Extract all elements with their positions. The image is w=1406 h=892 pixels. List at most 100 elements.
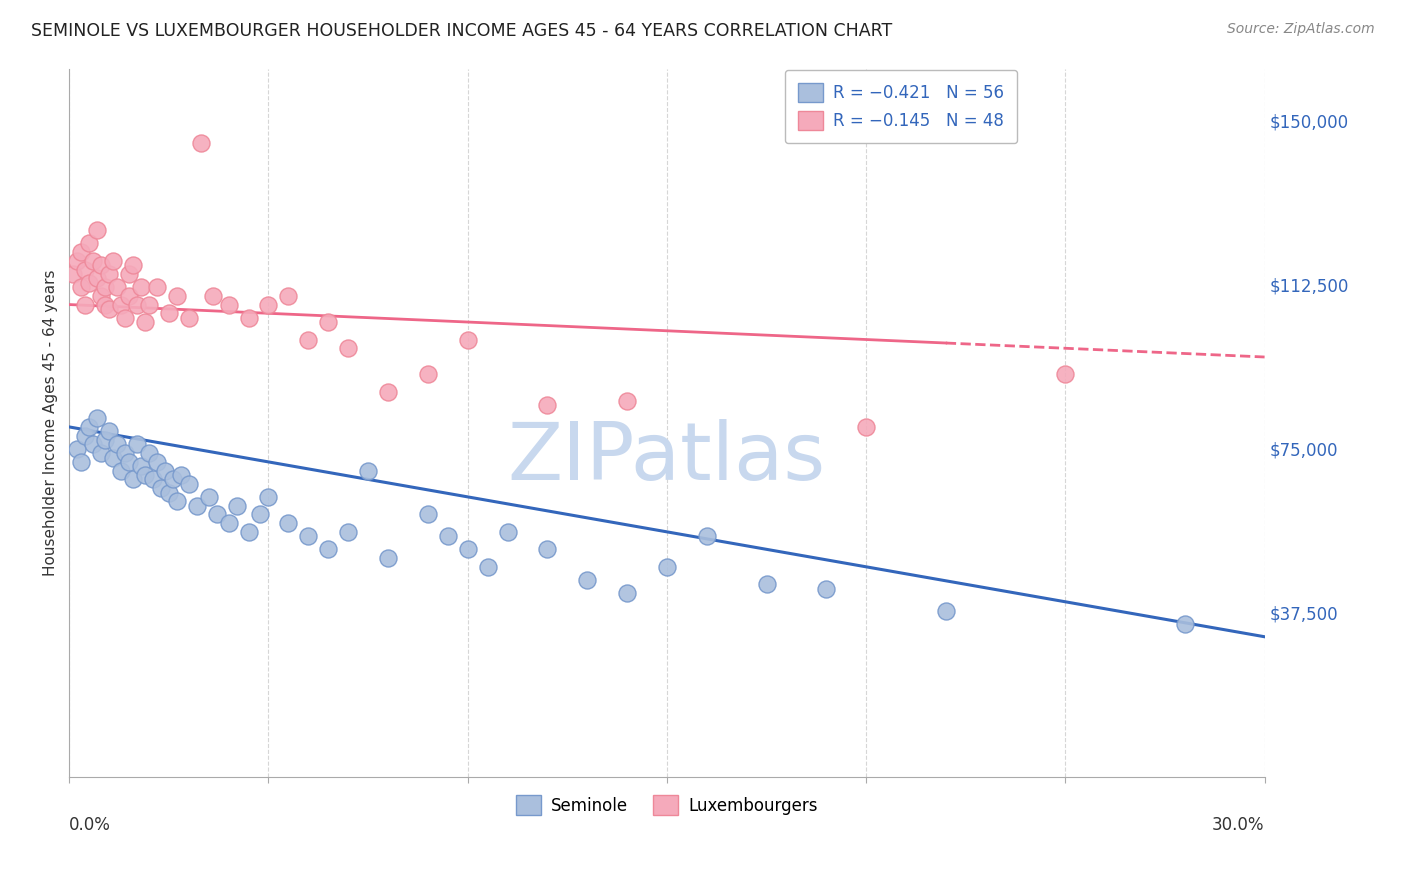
Point xyxy=(98,267,121,281)
Point xyxy=(122,258,145,272)
Point xyxy=(238,524,260,539)
Point xyxy=(86,271,108,285)
Point xyxy=(149,481,172,495)
Point xyxy=(62,267,84,281)
Y-axis label: Householder Income Ages 45 - 64 years: Householder Income Ages 45 - 64 years xyxy=(44,269,58,576)
Point xyxy=(205,508,228,522)
Point xyxy=(496,524,519,539)
Point xyxy=(177,476,200,491)
Point xyxy=(297,529,319,543)
Point xyxy=(77,236,100,251)
Point xyxy=(118,289,141,303)
Point xyxy=(94,297,117,311)
Point xyxy=(377,384,399,399)
Point xyxy=(75,297,97,311)
Point xyxy=(536,398,558,412)
Point xyxy=(134,315,156,329)
Point xyxy=(218,516,240,530)
Point xyxy=(118,267,141,281)
Point xyxy=(82,437,104,451)
Point xyxy=(297,333,319,347)
Point xyxy=(162,472,184,486)
Point xyxy=(166,494,188,508)
Point xyxy=(70,455,93,469)
Point xyxy=(146,455,169,469)
Point xyxy=(616,586,638,600)
Point xyxy=(166,289,188,303)
Point xyxy=(238,310,260,325)
Point xyxy=(935,603,957,617)
Point xyxy=(122,472,145,486)
Point xyxy=(75,262,97,277)
Text: 30.0%: 30.0% xyxy=(1212,815,1264,833)
Point xyxy=(277,289,299,303)
Point xyxy=(118,455,141,469)
Point xyxy=(696,529,718,543)
Point xyxy=(70,280,93,294)
Point xyxy=(457,333,479,347)
Point xyxy=(277,516,299,530)
Point xyxy=(105,437,128,451)
Point xyxy=(82,253,104,268)
Point xyxy=(138,297,160,311)
Point xyxy=(186,499,208,513)
Point xyxy=(94,433,117,447)
Text: 0.0%: 0.0% xyxy=(69,815,111,833)
Point xyxy=(98,301,121,316)
Point xyxy=(257,297,280,311)
Point xyxy=(170,468,193,483)
Point xyxy=(66,253,89,268)
Point xyxy=(416,508,439,522)
Point xyxy=(90,258,112,272)
Point xyxy=(110,464,132,478)
Point xyxy=(105,280,128,294)
Point xyxy=(75,428,97,442)
Point xyxy=(576,573,599,587)
Point xyxy=(125,297,148,311)
Point xyxy=(855,420,877,434)
Text: SEMINOLE VS LUXEMBOURGER HOUSEHOLDER INCOME AGES 45 - 64 YEARS CORRELATION CHART: SEMINOLE VS LUXEMBOURGER HOUSEHOLDER INC… xyxy=(31,22,893,40)
Point xyxy=(416,368,439,382)
Point xyxy=(616,393,638,408)
Point xyxy=(755,577,778,591)
Text: Source: ZipAtlas.com: Source: ZipAtlas.com xyxy=(1227,22,1375,37)
Point xyxy=(90,289,112,303)
Point xyxy=(477,559,499,574)
Point xyxy=(457,542,479,557)
Point xyxy=(70,245,93,260)
Point xyxy=(125,437,148,451)
Point xyxy=(157,485,180,500)
Point xyxy=(114,310,136,325)
Point xyxy=(142,472,165,486)
Point xyxy=(177,310,200,325)
Point xyxy=(134,468,156,483)
Point xyxy=(138,446,160,460)
Point xyxy=(86,411,108,425)
Point xyxy=(66,442,89,456)
Point xyxy=(201,289,224,303)
Point xyxy=(377,551,399,566)
Point xyxy=(129,459,152,474)
Point xyxy=(110,297,132,311)
Point xyxy=(357,464,380,478)
Point xyxy=(77,420,100,434)
Point xyxy=(218,297,240,311)
Point xyxy=(114,446,136,460)
Point xyxy=(146,280,169,294)
Point xyxy=(101,450,124,465)
Text: ZIPatlas: ZIPatlas xyxy=(508,419,825,497)
Point xyxy=(225,499,247,513)
Point xyxy=(257,490,280,504)
Point xyxy=(337,524,360,539)
Legend: Seminole, Luxembourgers: Seminole, Luxembourgers xyxy=(509,789,824,822)
Point xyxy=(815,582,838,596)
Point xyxy=(129,280,152,294)
Point xyxy=(337,341,360,355)
Point xyxy=(77,276,100,290)
Point xyxy=(98,425,121,439)
Point xyxy=(1174,616,1197,631)
Point xyxy=(157,306,180,320)
Point xyxy=(436,529,458,543)
Point xyxy=(153,464,176,478)
Point xyxy=(197,490,219,504)
